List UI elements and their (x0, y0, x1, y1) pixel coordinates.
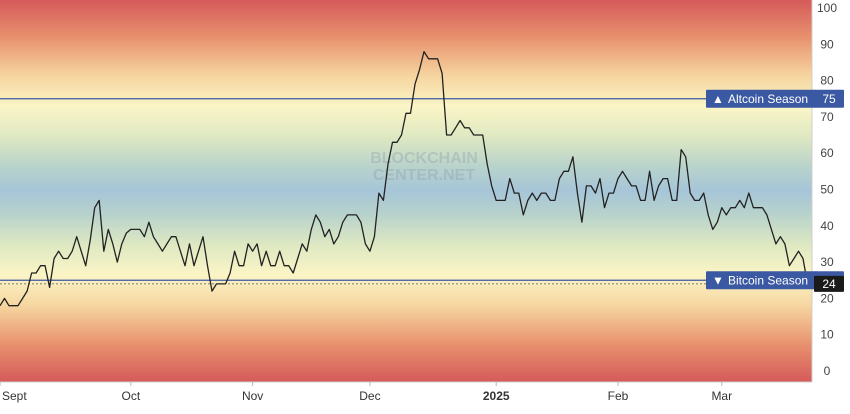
y-tick-label: 80 (820, 74, 834, 88)
x-tick-label: Nov (242, 389, 263, 403)
x-tick-label: Mar (711, 389, 732, 403)
watermark-line-1: BLOCKCHAIN (370, 150, 478, 167)
x-tick-label: Oct (121, 389, 140, 403)
y-tick-label: 70 (820, 110, 834, 124)
y-axis-ticks: 0 10 20 30 40 50 60 70 80 90 100 (817, 1, 837, 378)
x-tick-label: Dec (359, 389, 380, 403)
y-tick-label: 20 (820, 291, 834, 305)
reference-value-box (814, 89, 844, 108)
y-tick-label: 30 (820, 255, 834, 269)
current-value-label: 24 (822, 277, 836, 291)
watermark-line-2: CENTER.NET (373, 167, 475, 184)
y-tick-label: 40 (820, 219, 834, 233)
season-reference-lines (0, 98, 812, 281)
reference-badge-label: Altcoin Season (728, 92, 808, 106)
current-value-badge: 24 (814, 275, 844, 292)
y-tick-label: 10 (820, 328, 834, 342)
reference-badge-label: Bitcoin Season (728, 273, 808, 287)
altcoin-index-series-line (0, 50, 812, 307)
x-tick-label: Sept (2, 389, 27, 403)
current-value-badge-box (814, 275, 844, 292)
y-tick-label: 50 (820, 183, 834, 197)
reference-value-label: 75 (822, 92, 836, 106)
x-tick-label: 2025 (483, 389, 510, 403)
reference-badge-arrow: ▼ (712, 273, 724, 287)
reference-badge-box (706, 89, 816, 108)
y-tick-label: 0 (824, 364, 831, 378)
reference-badge-box (706, 271, 816, 290)
reference-badge-arrow: ▲ (712, 92, 724, 106)
y-tick-label: 60 (820, 146, 834, 160)
x-axis-panel (0, 382, 850, 414)
x-axis-ticks: Sept Oct Nov Dec 2025 Feb Mar (0, 382, 732, 403)
x-tick-label: Feb (608, 389, 629, 403)
y-tick-label: 90 (820, 37, 834, 51)
axis-panel (812, 0, 850, 382)
y-tick-label: 100 (817, 1, 837, 15)
watermark: BLOCKCHAIN CENTER.NET (370, 150, 478, 184)
plot-background (0, 0, 812, 382)
